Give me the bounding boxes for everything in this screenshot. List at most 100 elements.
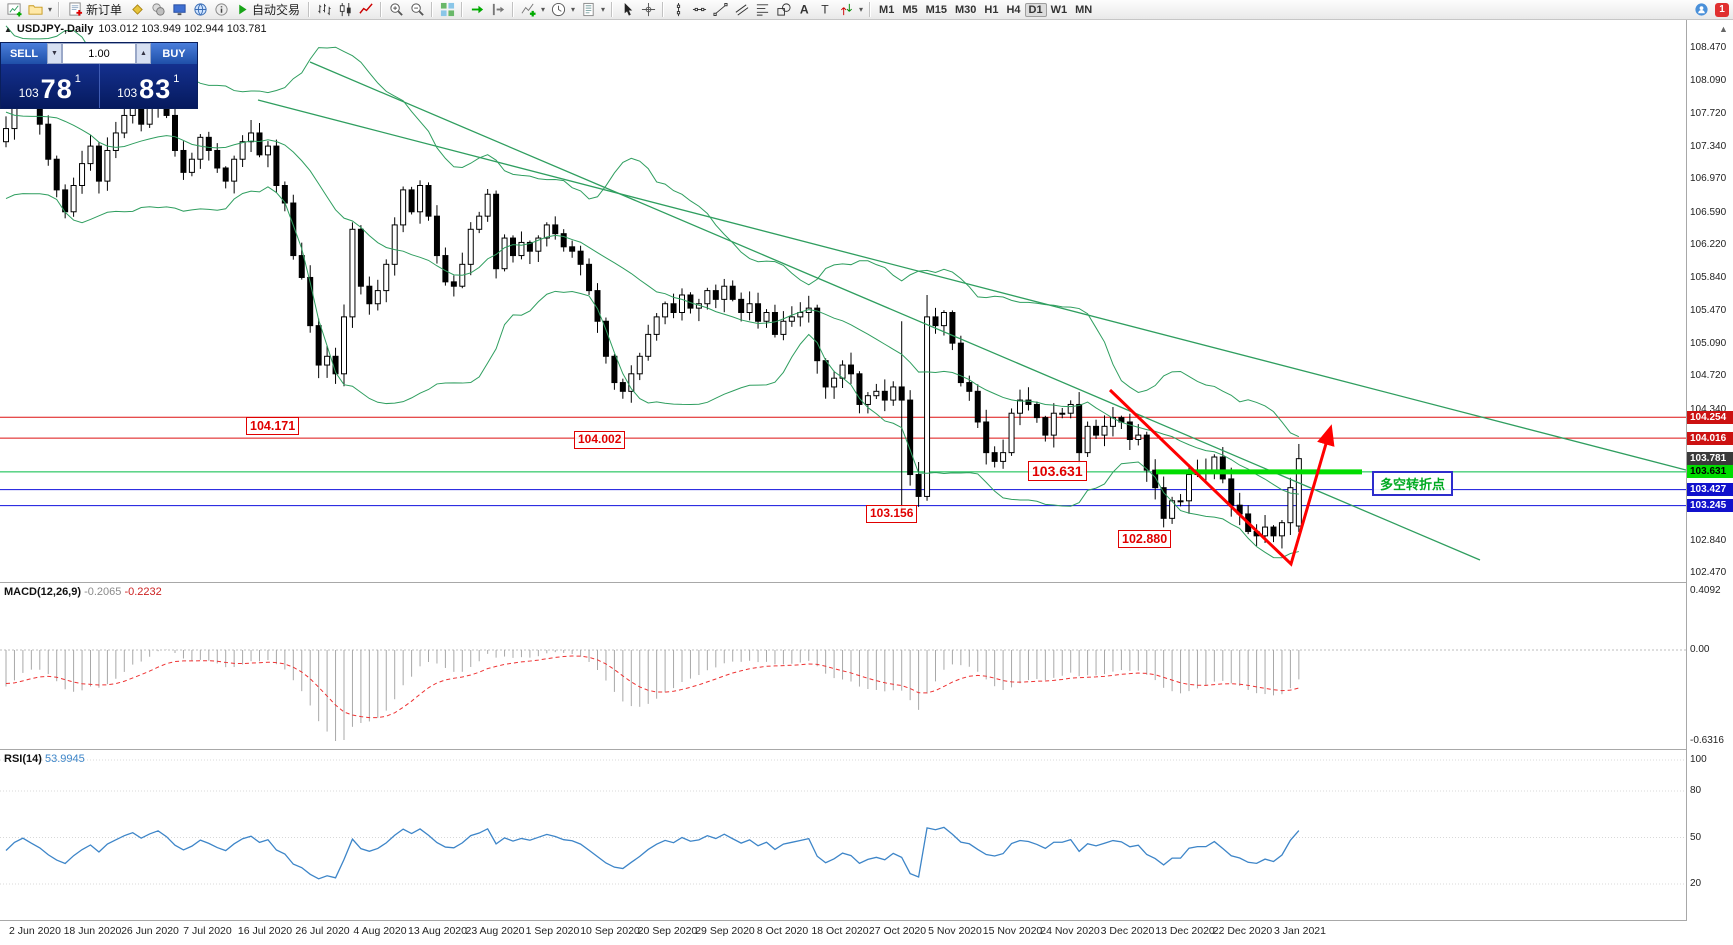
shapes-tool[interactable] [773,1,793,19]
main-chart[interactable] [0,20,1686,582]
candlestick-chart-button[interactable] [335,1,355,19]
sell-button[interactable]: SELL [1,43,47,64]
trendline[interactable] [257,99,1686,471]
options-button[interactable] [211,1,231,19]
scroll-up-icon[interactable]: ▲ [1719,24,1728,34]
price-axis[interactable]: 108.470 108.090 107.720 107.340 106.970 106.5… [1687,20,1733,925]
price-tick: 104.340 [1690,403,1727,415]
history-center-button[interactable] [190,1,210,19]
tile-windows-button[interactable] [437,1,457,19]
rsi-panel[interactable] [0,750,1686,920]
timeframe-H1[interactable]: H1 [984,3,999,16]
timeframe-MN[interactable]: MN [1075,3,1093,16]
timeframe-D1[interactable]: D1 [1024,2,1047,17]
candle-body [814,307,821,362]
time-axis[interactable]: 2 Jun 2020 18 Jun 2020 26 Jun 2020 7 Jul 20… [0,923,1686,939]
bollinger-lower-band[interactable] [5,186,1299,559]
price-level-label[interactable]: 103.631 [1028,461,1087,482]
trendline-tool[interactable] [710,1,730,19]
main-toolbar: ▾ 新订单 自动交易 ▾ ▾ ▾ [0,0,1733,20]
community-button[interactable] [1691,1,1711,19]
date-label: 5 Nov 2020 [928,925,982,937]
fibonacci-icon [756,4,768,16]
chevron-down-icon[interactable]: ▾ [541,5,546,14]
text-tool[interactable]: A [794,1,814,19]
trendline[interactable] [309,61,1481,561]
macd-panel[interactable] [0,583,1686,749]
candle-body [1067,403,1074,414]
price-level-label[interactable]: 104.002 [574,431,626,449]
terminal-button[interactable] [169,1,189,19]
candle-body [180,149,187,173]
autotrading-button[interactable]: 自动交易 [232,1,304,19]
candle-body [231,158,238,182]
market-watch-button[interactable] [148,1,168,19]
new-order-button[interactable]: 新订单 [64,1,126,19]
volume-decrease-stepper[interactable]: ▼ [47,43,62,64]
reversal-arrow[interactable] [1108,388,1335,567]
auto-scroll-button[interactable] [467,1,487,19]
line-chart-icon [358,3,373,14]
chevron-down-icon[interactable]: ▾ [601,5,606,14]
price-level-label[interactable]: 102.880 [1118,530,1172,549]
timeframe-H4[interactable]: H4 [1006,3,1021,16]
line-chart-button[interactable] [356,1,376,19]
price-level-label[interactable]: 104.171 [246,417,300,436]
template-icon [582,2,594,17]
toolbar-separator [611,2,614,17]
candle-body [602,320,609,357]
chart-shift-button[interactable] [488,1,508,19]
volume-input[interactable] [62,43,136,64]
panel-separator[interactable] [0,749,1733,750]
notifications-badge[interactable]: 1 [1715,2,1729,17]
bollinger-upper-band[interactable] [5,25,1300,438]
timeframe-M5[interactable]: M5 [902,3,918,16]
vertical-line-tool[interactable] [668,1,688,19]
candle-body [856,373,863,405]
new-chart-button[interactable] [4,1,24,19]
candle-body [484,193,491,217]
horizontal-line-tool[interactable] [689,1,709,19]
candle-body [763,312,770,322]
zoom-in-button[interactable] [386,1,406,19]
panel-separator[interactable] [0,582,1733,583]
cursor-tool-button[interactable] [617,1,637,19]
chevron-down-icon[interactable]: ▾ [47,5,52,14]
chevron-down-icon[interactable]: ▾ [859,5,864,14]
bollinger-middle-band[interactable] [5,111,1299,495]
price-level-label[interactable]: 103.156 [866,505,918,523]
arrows-tool[interactable] [836,1,856,19]
bars-chart-button[interactable] [314,1,334,19]
candle-body [577,250,584,265]
candle-body [755,303,762,322]
buy-button[interactable]: BUY [151,43,197,64]
timeframe-M15[interactable]: M15 [925,3,947,16]
macd-main-value: -0.2065 [84,586,122,598]
timeframe-W1[interactable]: W1 [1050,3,1068,16]
macd-header: MACD(12,26,9) -0.2065 -0.2232 [4,586,162,598]
sell-price[interactable]: 103 78 1 [1,64,99,108]
periods-button[interactable] [548,1,568,19]
chevron-down-icon[interactable]: ▾ [571,5,576,14]
buy-price[interactable]: 103 83 1 [100,64,198,108]
play-icon [239,4,247,15]
templates-button[interactable] [578,1,598,19]
channel-tool[interactable] [731,1,751,19]
metaeditor-button[interactable] [127,1,147,19]
candle-body [70,185,77,213]
indicators-button[interactable] [518,1,538,19]
collapse-trade-panel-icon[interactable]: ▲ [4,24,12,34]
profiles-button[interactable] [25,1,45,19]
zoom-out-button[interactable] [407,1,427,19]
buy-price-prefix: 103 [117,86,138,100]
label-tool[interactable]: T [815,1,835,19]
timeframe-M30[interactable]: M30 [955,3,977,16]
price-tick: 107.340 [1690,140,1727,152]
candle-body [408,189,415,213]
fibonacci-tool[interactable] [752,1,772,19]
date-label: 27 Oct 2020 [868,925,927,937]
timeframe-M1[interactable]: M1 [879,3,895,16]
crosshair-tool-button[interactable] [638,1,658,19]
turning-point-label[interactable]: 多空转折点 [1372,471,1454,496]
volume-increase-stepper[interactable]: ▲ [136,43,151,64]
